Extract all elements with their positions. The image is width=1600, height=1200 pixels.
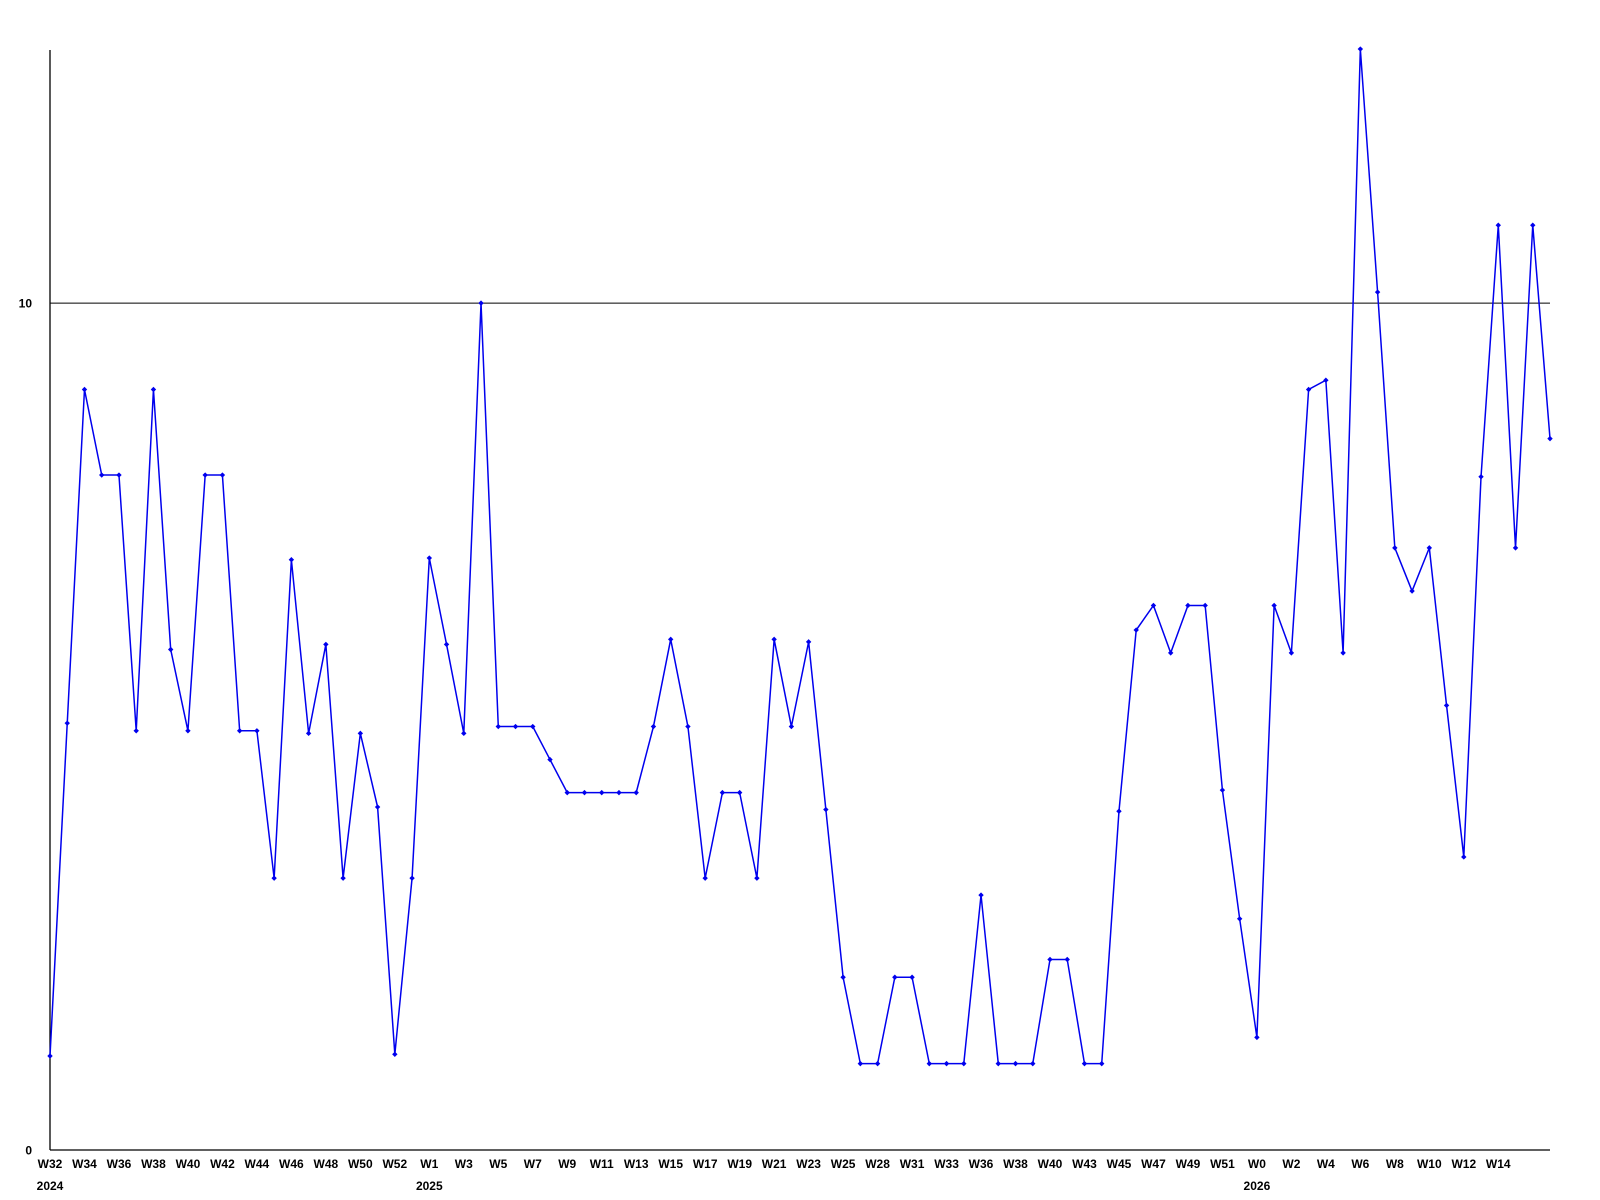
svg-text:W46: W46 <box>279 1157 304 1171</box>
svg-text:W0: W0 <box>1248 1157 1266 1171</box>
svg-text:W19: W19 <box>727 1157 752 1171</box>
svg-text:0: 0 <box>25 1144 32 1158</box>
svg-text:W17: W17 <box>693 1157 718 1171</box>
svg-text:W4: W4 <box>1317 1157 1335 1171</box>
svg-text:W8: W8 <box>1386 1157 1404 1171</box>
svg-text:W32: W32 <box>38 1157 63 1171</box>
svg-text:W2: W2 <box>1282 1157 1300 1171</box>
svg-text:W36: W36 <box>107 1157 132 1171</box>
svg-text:W40: W40 <box>1038 1157 1063 1171</box>
svg-text:W23: W23 <box>796 1157 821 1171</box>
svg-text:W3: W3 <box>455 1157 473 1171</box>
svg-text:W10: W10 <box>1417 1157 1442 1171</box>
svg-text:W28: W28 <box>865 1157 890 1171</box>
svg-text:W52: W52 <box>382 1157 407 1171</box>
svg-text:10: 10 <box>19 297 33 311</box>
svg-text:W12: W12 <box>1451 1157 1476 1171</box>
svg-text:W7: W7 <box>524 1157 542 1171</box>
svg-text:W34: W34 <box>72 1157 97 1171</box>
svg-text:W13: W13 <box>624 1157 649 1171</box>
svg-text:W40: W40 <box>176 1157 201 1171</box>
svg-text:W49: W49 <box>1176 1157 1201 1171</box>
svg-text:2025: 2025 <box>416 1179 443 1193</box>
svg-text:W25: W25 <box>831 1157 856 1171</box>
svg-text:W50: W50 <box>348 1157 373 1171</box>
svg-text:W43: W43 <box>1072 1157 1097 1171</box>
svg-text:W47: W47 <box>1141 1157 1166 1171</box>
svg-text:2026: 2026 <box>1244 1179 1271 1193</box>
svg-text:W11: W11 <box>590 1157 614 1171</box>
svg-text:W15: W15 <box>658 1157 683 1171</box>
svg-text:W21: W21 <box>762 1157 787 1171</box>
svg-text:W45: W45 <box>1107 1157 1132 1171</box>
svg-text:2024: 2024 <box>37 1179 64 1193</box>
svg-text:W48: W48 <box>314 1157 339 1171</box>
svg-text:W42: W42 <box>210 1157 235 1171</box>
svg-text:W9: W9 <box>558 1157 576 1171</box>
svg-text:W36: W36 <box>969 1157 994 1171</box>
svg-text:W38: W38 <box>141 1157 166 1171</box>
svg-text:W1: W1 <box>420 1157 438 1171</box>
svg-text:W38: W38 <box>1003 1157 1028 1171</box>
svg-text:W5: W5 <box>489 1157 507 1171</box>
svg-text:W51: W51 <box>1210 1157 1235 1171</box>
svg-text:W6: W6 <box>1351 1157 1369 1171</box>
svg-text:W44: W44 <box>245 1157 270 1171</box>
svg-text:W31: W31 <box>900 1157 925 1171</box>
svg-text:W33: W33 <box>934 1157 959 1171</box>
svg-text:W14: W14 <box>1486 1157 1511 1171</box>
